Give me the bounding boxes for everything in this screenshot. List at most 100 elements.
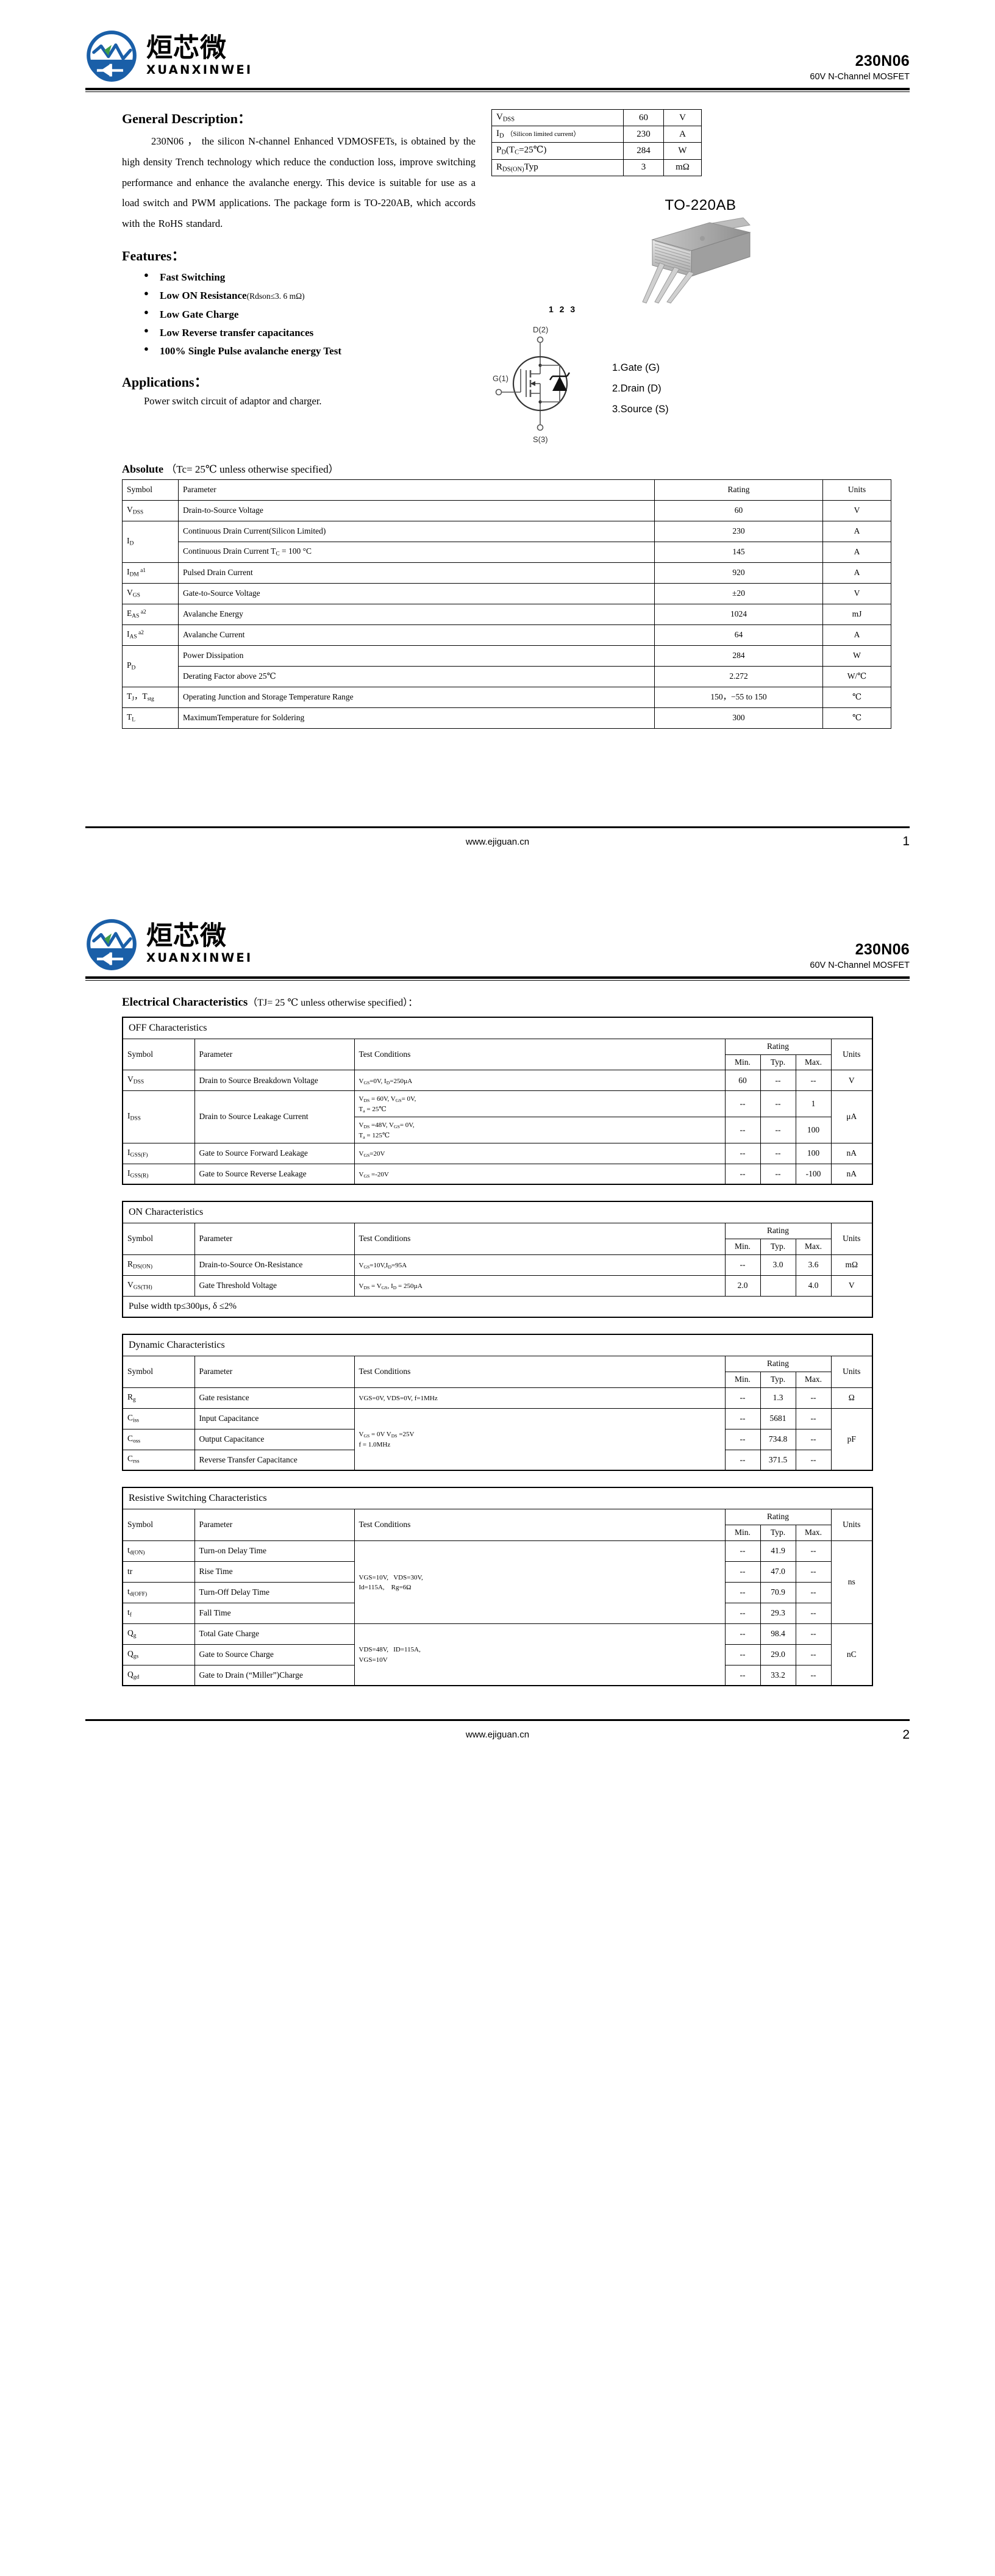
list-item: Low Reverse transfer capacitances xyxy=(144,323,476,342)
col-min: Min. xyxy=(724,1525,761,1541)
row-max: 100 xyxy=(795,1142,832,1164)
row-rating: 150，−55 to 150 xyxy=(654,686,823,708)
col-test-conditions: Test Conditions xyxy=(354,1038,726,1071)
row-rating: 284 xyxy=(654,645,823,667)
datasheet-page-1: 烜芯微 XUANXINWEI 230N06 60V N-Channel MOSF… xyxy=(0,0,995,853)
row-typ: 5681 xyxy=(760,1408,796,1429)
summary-symbol-note: （Silicon limited current） xyxy=(506,131,580,138)
col-parameter: Parameter xyxy=(194,1355,355,1388)
summary-symbol: PD(TC=25℃) xyxy=(491,142,624,160)
row-typ: 29.3 xyxy=(760,1602,796,1624)
row-min: -- xyxy=(724,1090,761,1118)
col-typ: Typ. xyxy=(760,1239,796,1256)
row-max: -- xyxy=(795,1581,832,1603)
row-min: -- xyxy=(724,1142,761,1164)
source-label: S(3) xyxy=(533,435,548,444)
header-part-info: 230N06 60V N-Channel MOSFET xyxy=(810,941,910,970)
part-number: 230N06 xyxy=(855,52,910,70)
table-row: TJ，Tstg Operating Junction and Storage T… xyxy=(122,686,891,708)
on-characteristics-table: ON Characteristics Symbol Parameter Test… xyxy=(122,1201,873,1318)
row-max: -- xyxy=(795,1623,832,1645)
col-test-conditions: Test Conditions xyxy=(354,1223,726,1256)
row-max: 4.0 xyxy=(795,1275,832,1297)
row-symbol: tr xyxy=(122,1561,195,1583)
col-max: Max. xyxy=(795,1239,832,1256)
row-symbol: tf xyxy=(122,1602,195,1624)
drain-label: D(2) xyxy=(533,325,548,334)
row-units: A xyxy=(822,520,891,542)
row-parameter: Drain to Source Breakdown Voltage xyxy=(194,1070,355,1092)
row-max: -- xyxy=(795,1664,832,1686)
table-header-row: Symbol Parameter Rating Units xyxy=(122,479,891,501)
row-typ: -- xyxy=(760,1090,796,1118)
row-symbol: IDSS xyxy=(122,1090,195,1143)
row-max: 1 xyxy=(795,1090,832,1118)
row-parameter: MaximumTemperature for Soldering xyxy=(178,707,655,729)
row-test: VDS = VGS, ID = 250µA xyxy=(354,1275,726,1297)
absolute-ratings-caption: Absolute （Tc= 25℃ unless otherwise speci… xyxy=(122,460,891,476)
col-typ: Typ. xyxy=(760,1371,796,1388)
row-typ: 33.2 xyxy=(760,1664,796,1686)
row-parameter: Pulsed Drain Current xyxy=(178,562,655,584)
row-typ: 29.0 xyxy=(760,1644,796,1665)
row-max: -- xyxy=(795,1428,832,1450)
table-section-row: OFF Characteristics xyxy=(122,1017,873,1039)
row-units: V xyxy=(830,1070,873,1092)
row-symbol: VDSS xyxy=(122,499,179,521)
row-rating: 920 xyxy=(654,562,823,584)
summary-value: 3 xyxy=(623,159,664,176)
footer-url[interactable]: www.ejiguan.cn xyxy=(465,836,530,847)
header-part-info: 230N06 60V N-Channel MOSFET xyxy=(810,52,910,82)
col-test-conditions: Test Conditions xyxy=(354,1355,726,1388)
table-row: Ciss Input Capacitance VGS = 0V VDS =25V… xyxy=(122,1408,873,1471)
table-note-row: Pulse width tp≤300μs, δ ≤2% xyxy=(122,1296,873,1318)
row-min: -- xyxy=(724,1387,761,1409)
row-symbol: Crss xyxy=(122,1449,195,1471)
left-column: General Description： 230N06 ， the silico… xyxy=(85,108,476,445)
logo-chinese-name: 烜芯微 xyxy=(146,32,227,63)
table-row: VGS Gate-to-Source Voltage ±20 V xyxy=(122,582,891,604)
col-test-conditions: Test Conditions xyxy=(354,1509,726,1541)
row-rating: 230 xyxy=(654,520,823,542)
page-separator xyxy=(0,853,995,889)
col-symbol: Symbol xyxy=(122,1355,195,1388)
row-max: -- xyxy=(795,1408,832,1429)
row-parameter: Fall Time xyxy=(194,1602,355,1624)
row-min: -- xyxy=(724,1602,761,1624)
col-units: Units xyxy=(830,1223,873,1256)
row-parameter: Continuous Drain Current(Silicon Limited… xyxy=(178,520,655,542)
table-row: tr Rise Time -- 47.0 -- xyxy=(122,1561,872,1583)
row-symbol: IGSS(F) xyxy=(122,1142,195,1164)
footer-url[interactable]: www.ejiguan.cn xyxy=(465,1730,530,1741)
part-subtitle: 60V N-Channel MOSFET xyxy=(810,72,910,82)
table-section-row: Resistive Switching Characteristics xyxy=(122,1487,873,1510)
col-symbol: Symbol xyxy=(122,479,179,501)
row-symbol: TJ，Tstg xyxy=(122,686,179,708)
row-max: -- xyxy=(795,1449,832,1471)
col-parameter: Parameter xyxy=(194,1509,355,1541)
row-symbol: Qg xyxy=(122,1623,195,1645)
summary-symbol: VDSS xyxy=(491,109,624,127)
logo-english-name: XUANXINWEI xyxy=(146,62,253,77)
row-max: -- xyxy=(795,1387,832,1409)
row-units: nA xyxy=(830,1142,873,1164)
feature-note: (Rdson≤3. 6 mΩ) xyxy=(246,292,305,301)
table-header-row: Symbol Parameter Test Conditions Rating … xyxy=(122,1355,873,1388)
row-parameter: Operating Junction and Storage Temperatu… xyxy=(178,686,655,708)
table-row: VDSS 60 V xyxy=(491,109,702,127)
pin-item: 1.Gate (G) xyxy=(612,362,660,373)
general-description-title: General Description： xyxy=(122,111,252,126)
list-item: Fast Switching xyxy=(144,268,476,287)
table-row: Rg Gate resistance VGS=0V, VDS=0V, f=1MH… xyxy=(122,1387,873,1409)
electrical-note: （TJ= 25 ℃ unless otherwise specified）： xyxy=(248,997,418,1008)
table-row: IGSS(F) Gate to Source Forward Leakage V… xyxy=(122,1142,873,1164)
page-number: 1 xyxy=(902,834,910,849)
table-row: IGSS(R) Gate to Source Reverse Leakage V… xyxy=(122,1163,873,1185)
table-row: td(ON) Turn-on Delay Time VGS=10V, VDS=3… xyxy=(122,1540,873,1624)
row-symbol: IDM a1 xyxy=(122,562,179,584)
table-row: td(OFF) Turn-Off Delay Time -- 70.9 -- xyxy=(122,1581,872,1603)
col-rating: Rating xyxy=(654,479,823,501)
absolute-ratings-title: Absolute xyxy=(122,462,164,475)
row-test: VGS =-20V xyxy=(354,1163,726,1185)
col-rating: Rating xyxy=(724,1223,832,1240)
